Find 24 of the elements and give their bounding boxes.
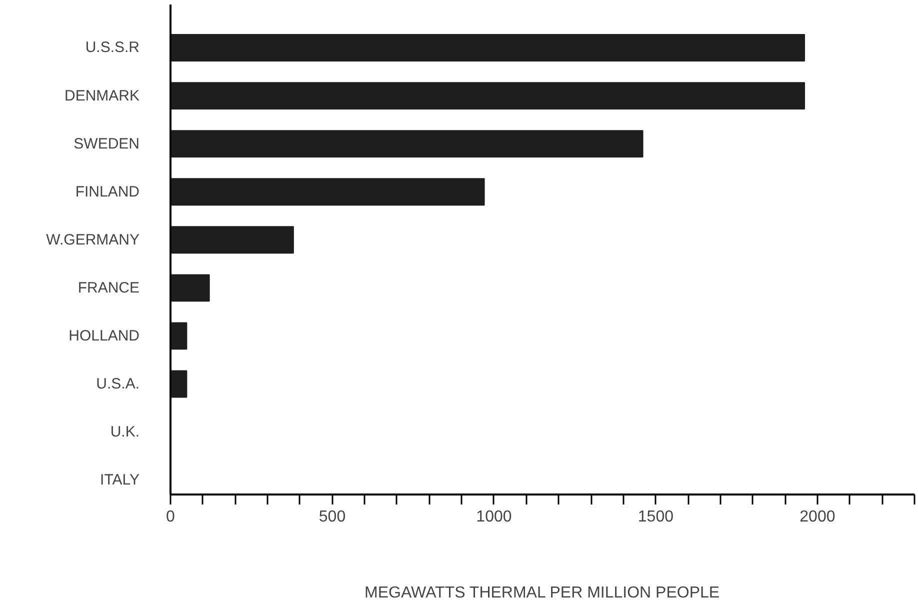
- y-tick-label: HOLLAND: [68, 327, 140, 344]
- x-tick-label: 1500: [638, 508, 674, 526]
- y-tick-label: U.S.S.R: [85, 39, 140, 56]
- x-tick-label: 1000: [476, 508, 512, 526]
- x-tick-label: 0: [166, 508, 176, 526]
- y-tick-label: U.K.: [110, 424, 140, 441]
- y-tick-label: DENMARK: [64, 87, 140, 104]
- y-tick-label: U.S.A.: [96, 376, 140, 393]
- bar: [170, 34, 806, 62]
- bar: [170, 370, 188, 398]
- bar: [170, 226, 294, 254]
- y-tick-label: FINLAND: [75, 183, 140, 200]
- bar: [170, 178, 485, 206]
- bar: [170, 274, 210, 302]
- bar: [170, 130, 644, 158]
- y-tick-label: FRANCE: [78, 279, 140, 296]
- y-tick-label: ITALY: [100, 472, 140, 489]
- bar: [170, 82, 806, 110]
- y-tick-label: SWEDEN: [74, 135, 140, 152]
- x-tick-label: 500: [318, 508, 346, 526]
- y-tick-label: W.GERMANY: [46, 231, 140, 248]
- bar: [170, 322, 188, 350]
- x-tick-label: 2000: [800, 508, 836, 526]
- x-axis-title: MEGAWATTS THERMAL PER MILLION PEOPLE: [364, 584, 720, 602]
